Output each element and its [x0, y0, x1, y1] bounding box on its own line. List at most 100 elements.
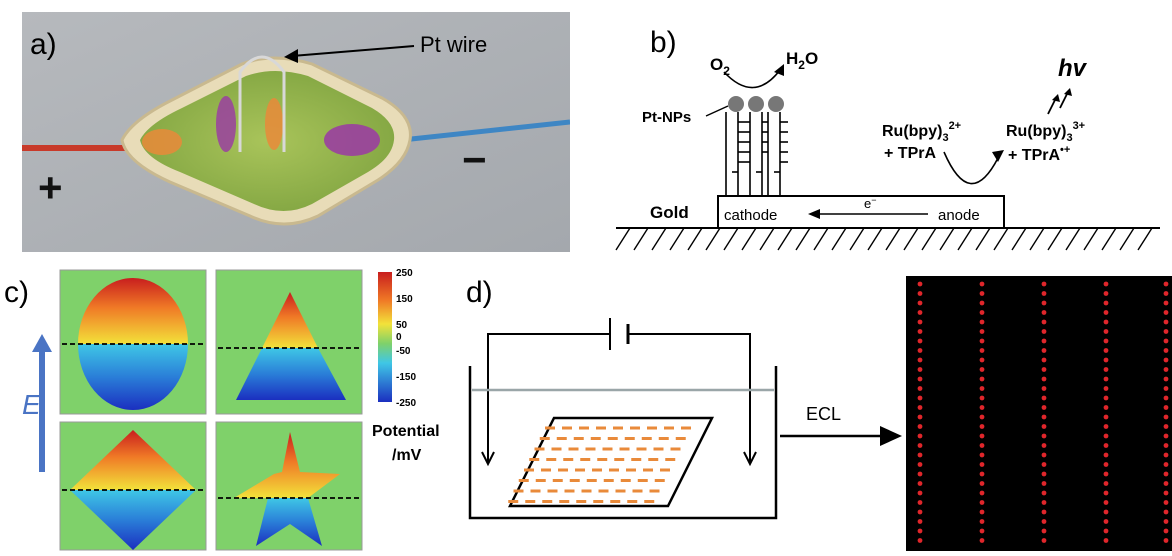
ecl-dot: [1163, 471, 1169, 477]
colorbar-tick-neg150: -150: [396, 372, 416, 383]
map-circle-lower: [78, 344, 188, 410]
ecl-dot: [979, 367, 985, 372]
ecl-dot: [979, 348, 985, 353]
ecl-dot: [979, 329, 985, 334]
cathode-label: cathode: [724, 207, 777, 224]
ecl-dot: [1041, 471, 1047, 477]
map-diamond-lower: [70, 490, 196, 550]
ecl-dot: [1103, 291, 1109, 296]
ecl-dot: [1041, 481, 1047, 486]
colorbar: [378, 272, 392, 402]
ecl-dot: [1163, 462, 1169, 467]
ecl-dot: [979, 395, 985, 401]
ecl-dot: [1163, 281, 1169, 287]
photon-arrowhead-2: [1064, 88, 1072, 96]
pt-np-3: [768, 96, 784, 112]
ecl-dot: [1041, 509, 1047, 515]
ecl-dot: [1163, 300, 1169, 306]
ecl-dot: [1163, 414, 1169, 420]
ecl-dot: [1103, 414, 1109, 420]
ecl-dot: [1163, 538, 1169, 543]
ecl-dot: [1163, 291, 1169, 296]
ecl-dot: [979, 300, 985, 306]
ecl-dot: [917, 471, 923, 477]
ecl-dot: [979, 452, 985, 458]
ecl-dot: [917, 500, 923, 505]
pt-np-1: [728, 96, 744, 112]
ecl-dot: [1041, 405, 1047, 410]
green-gel: [140, 71, 395, 211]
ecl-dot: [1041, 329, 1047, 334]
pt-wire-label: Pt wire: [420, 32, 487, 57]
pt-wire: [238, 55, 286, 152]
field-label: E: [22, 389, 41, 420]
ecl-dot: [917, 348, 923, 353]
ecl-dot: [1103, 490, 1109, 496]
ecl-dot: [917, 367, 923, 372]
field-arrowhead: [32, 334, 52, 352]
ecl-dot: [1163, 509, 1169, 515]
ecl-dot: [1103, 433, 1109, 439]
plus-sign: +: [38, 164, 63, 211]
ecl-dot: [1103, 376, 1109, 382]
ecl-dot: [979, 386, 985, 391]
ecl-dot: [1041, 500, 1047, 505]
ecl-dot: [917, 329, 923, 334]
ecl-dot: [1041, 395, 1047, 401]
ecl-dot: [979, 538, 985, 543]
ecl-dot: [917, 414, 923, 420]
ecl-dot: [1103, 329, 1109, 334]
ecl-dot: [979, 281, 985, 287]
ru3-label: Ru(bpy)33+: [1006, 120, 1085, 144]
ecl-dot: [979, 481, 985, 486]
ecl-dot: [1041, 367, 1047, 372]
panel-c-maps: c) E 250 150 50 0 -50 -1: [4, 268, 440, 551]
electrode-right-arrow: [743, 451, 757, 467]
map-star-lower: [234, 498, 322, 546]
ecl-dot: [1103, 528, 1109, 534]
ecl-dot: [1103, 281, 1109, 287]
array-dashes: [508, 426, 691, 503]
ecl-dot: [1163, 433, 1169, 439]
ecl-dot: [1041, 424, 1047, 429]
ecl-dot: [1103, 538, 1109, 543]
ecl-dot: [1103, 509, 1109, 515]
circuit-left: [487, 333, 610, 462]
ecl-dot: [917, 310, 923, 315]
ru-cycle-arrowhead: [992, 150, 1004, 162]
electron-arrowhead: [808, 209, 820, 219]
ecl-dot: [1163, 338, 1169, 344]
ecl-dot: [1041, 300, 1047, 306]
ecl-dot: [979, 291, 985, 296]
ecl-dot: [917, 376, 923, 382]
colorbar-tick-250: 250: [396, 268, 413, 279]
ecl-dot: [979, 310, 985, 315]
ecl-dot: [1163, 376, 1169, 382]
pt-wire-arrow: [291, 45, 415, 57]
ecl-dot: [1041, 291, 1047, 296]
ecl-dot: [1163, 443, 1169, 448]
ecl-dot: [1041, 376, 1047, 382]
potential-label-line2: /mV: [392, 447, 422, 464]
ecl-dot: [1163, 490, 1169, 496]
map-triangle-lower: [236, 348, 346, 400]
ecl-dot: [1163, 405, 1169, 410]
ecl-dot: [1163, 319, 1169, 325]
ecl-dot: [1103, 319, 1109, 325]
ecl-dot: [1041, 433, 1047, 439]
ecl-dot: [979, 376, 985, 382]
ecl-dot: [917, 357, 923, 363]
purple-spot-right: [324, 124, 380, 156]
o2-h2o-arc: [723, 69, 781, 89]
ecl-dot: [1163, 367, 1169, 372]
tpra-label: + TPrA: [884, 145, 936, 162]
panel-b-label: b): [650, 26, 677, 59]
electron-label: e−: [864, 195, 877, 211]
ecl-dot: [979, 338, 985, 344]
ecl-dot: [1041, 538, 1047, 543]
o2-label: O2: [710, 55, 730, 78]
ecl-dot: [1163, 395, 1169, 401]
ecl-dot: [917, 291, 923, 296]
ecl-dot: [1103, 386, 1109, 391]
hv-label: hv: [1058, 55, 1088, 82]
